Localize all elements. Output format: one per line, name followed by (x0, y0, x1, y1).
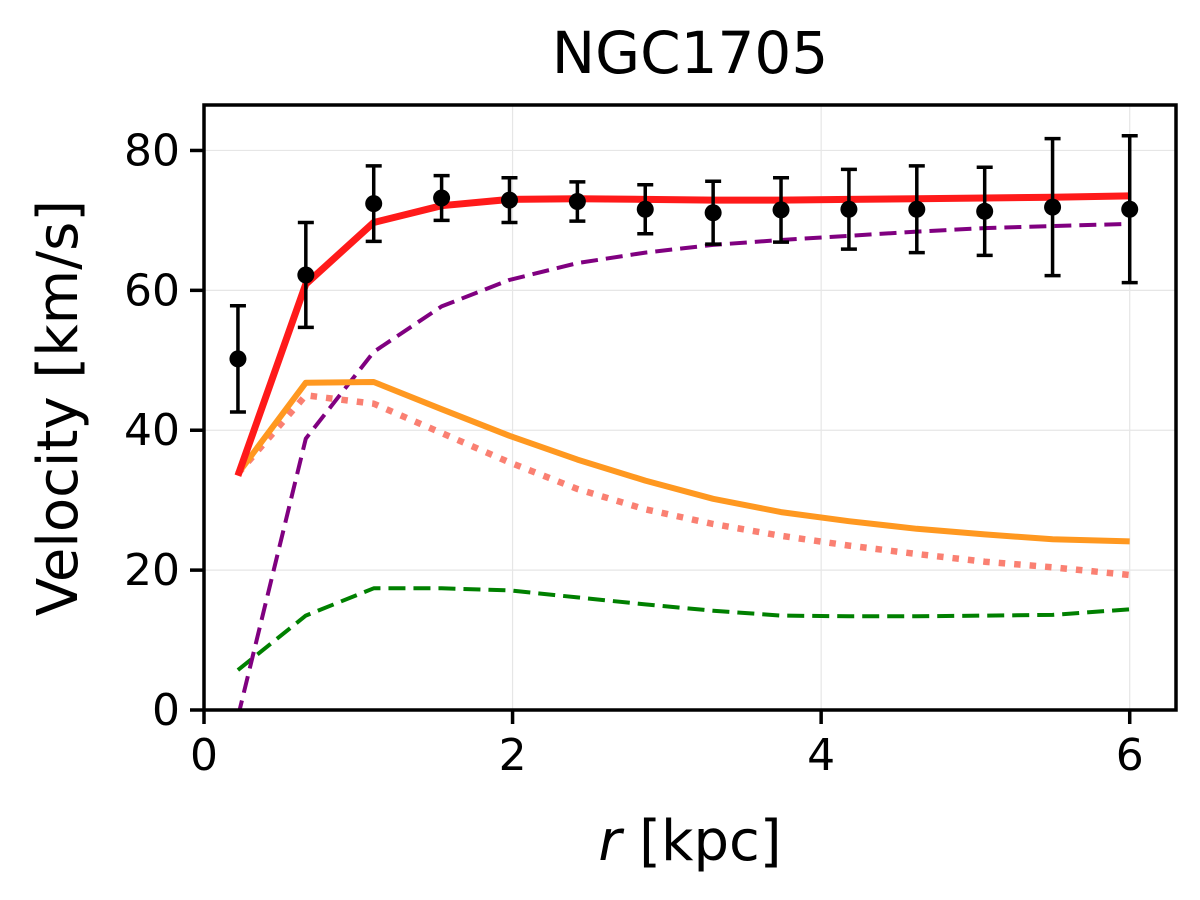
x-axis-variable: r (598, 809, 624, 874)
data-point (433, 189, 451, 207)
series-line-dark-matter-halo (237, 221, 1130, 710)
data-point (636, 200, 654, 218)
observed-data-layer (229, 134, 1139, 414)
x-axis-unit: [kpc] (621, 809, 781, 874)
data-point (297, 266, 315, 284)
x-tick-label: 0 (190, 730, 218, 781)
y-tick-label: 80 (124, 125, 180, 176)
x-tick-label: 2 (499, 730, 527, 781)
y-tick-label: 60 (124, 265, 180, 316)
data-point (976, 202, 994, 220)
y-tick-label: 0 (152, 685, 180, 736)
data-point (772, 201, 790, 219)
x-tick-label: 6 (1116, 730, 1144, 781)
data-point (365, 195, 383, 213)
data-point (840, 200, 858, 218)
series-line-baryonic-total (235, 379, 1130, 545)
data-point (500, 191, 518, 209)
data-point (908, 200, 926, 218)
plot-frame (202, 103, 1178, 712)
x-axis-title: r [kpc] (598, 809, 781, 874)
y-axis-title: Velocity [km/s] (26, 200, 91, 616)
chart-title: NGC1705 (552, 19, 828, 87)
data-point (229, 350, 247, 368)
series-line-total-model (234, 192, 1130, 477)
data-point (1121, 200, 1139, 218)
data-point (1044, 198, 1062, 216)
x-tick-label: 4 (807, 730, 835, 781)
series-layer (234, 192, 1131, 710)
data-point (568, 193, 586, 211)
series-line-stellar-disk (235, 392, 1131, 579)
y-tick-label: 20 (124, 545, 180, 596)
data-point (704, 204, 722, 222)
y-tick-label: 40 (124, 405, 180, 456)
series-line-gas (236, 586, 1130, 672)
